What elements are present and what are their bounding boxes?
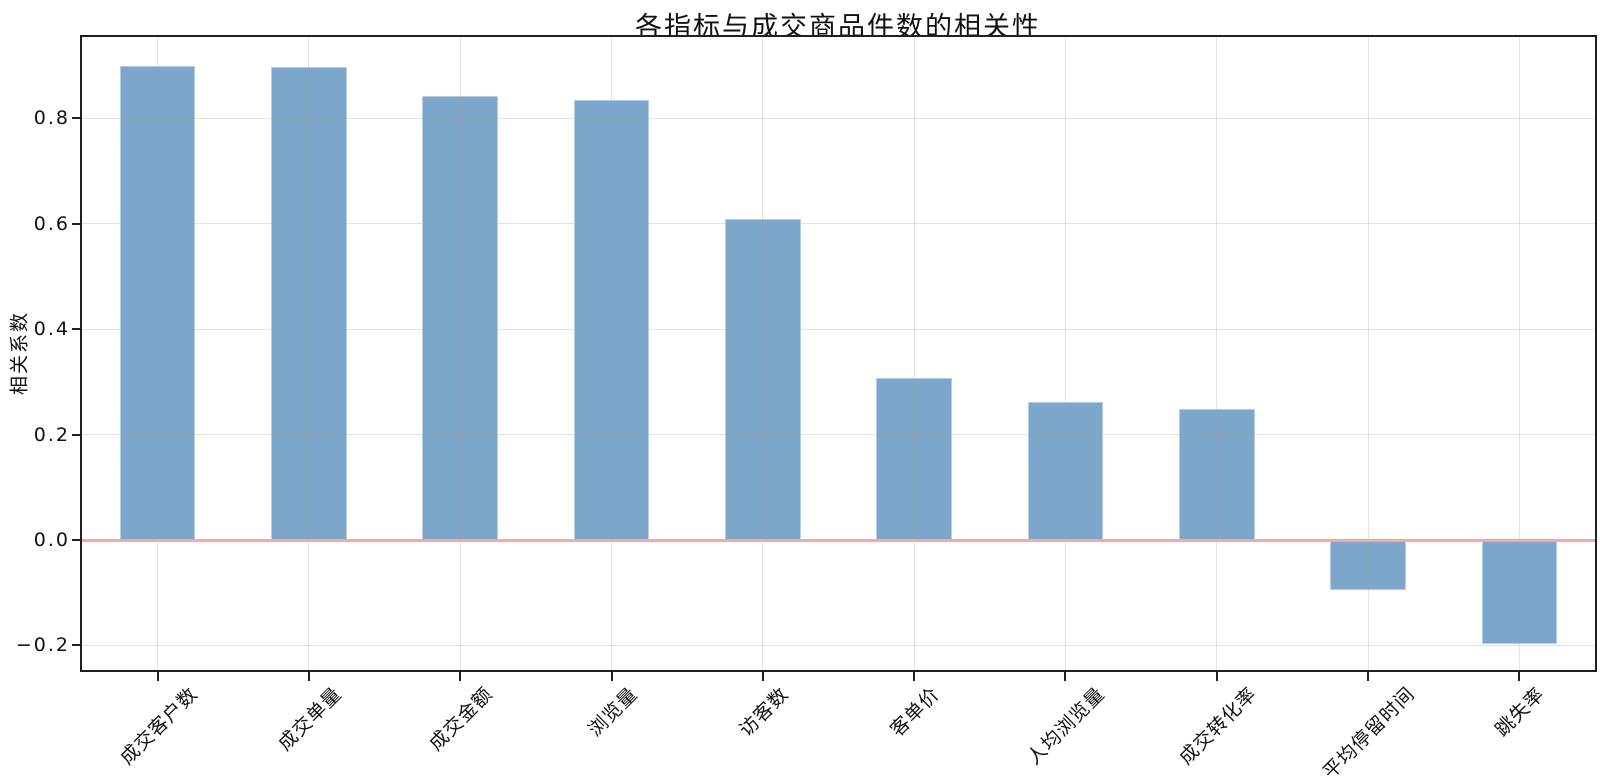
x-tick-label: 成交客户数 [115, 683, 202, 770]
x-tick-label: 成交转化率 [1174, 683, 1261, 770]
x-tick [156, 672, 159, 681]
x-tick [1064, 672, 1067, 681]
x-tick-label: 平均停留时间 [1318, 683, 1420, 780]
x-tick-label: 浏览量 [583, 683, 642, 742]
x-tick-label: 跳失率 [1491, 683, 1550, 742]
bar-访客数 [725, 219, 801, 540]
x-tick [459, 672, 462, 681]
v-gridline [1367, 37, 1369, 670]
plot-area [80, 35, 1597, 672]
x-tick-label: 成交金额 [425, 683, 498, 756]
y-tick-label: 0.4 [33, 318, 70, 341]
x-tick [1367, 672, 1370, 681]
v-gridline [1216, 37, 1218, 670]
h-gridline [82, 223, 1595, 225]
bar-成交金额 [422, 95, 499, 540]
y-tick [72, 328, 81, 331]
y-tick-label: 0.6 [33, 212, 70, 235]
zero-reference-line [82, 539, 1595, 542]
y-tick [72, 117, 81, 120]
y-tick-label: 0.2 [33, 423, 70, 446]
v-gridline [308, 37, 310, 670]
y-tick-label: 0.8 [33, 107, 70, 130]
v-gridline [459, 37, 461, 670]
x-tick [307, 672, 310, 681]
bar-浏览量 [573, 99, 650, 540]
bar-客单价 [876, 378, 952, 540]
x-tick-label: 成交单量 [273, 683, 347, 756]
v-gridline [1518, 37, 1520, 670]
v-gridline [157, 37, 159, 670]
h-gridline [82, 434, 1595, 436]
y-tick-label: 0.0 [33, 529, 70, 551]
x-tick-label: 人均浏览量 [1023, 683, 1110, 770]
bar-成交转化率 [1178, 409, 1255, 540]
v-gridline [611, 37, 613, 670]
bar-成交客户数 [119, 65, 196, 540]
v-gridline [762, 37, 764, 670]
bar-人均浏览量 [1027, 401, 1104, 540]
y-tick [72, 644, 81, 647]
x-tick [1215, 672, 1218, 681]
x-tick [761, 672, 764, 681]
x-tick [913, 672, 916, 681]
x-tick-label: 客单价 [886, 683, 945, 742]
h-gridline [82, 644, 1595, 646]
h-gridline [82, 117, 1595, 119]
v-gridline [913, 37, 915, 670]
x-tick [610, 672, 613, 681]
y-axis-title: 相关系数 [8, 310, 31, 396]
x-tick-label: 访客数 [734, 683, 793, 742]
x-tick [1518, 672, 1521, 681]
y-tick [72, 222, 81, 225]
y-tick [72, 539, 81, 541]
h-gridline [82, 328, 1595, 330]
y-tick [72, 433, 81, 436]
v-gridline [1064, 37, 1066, 670]
y-tick-label: −0.2 [15, 634, 70, 657]
